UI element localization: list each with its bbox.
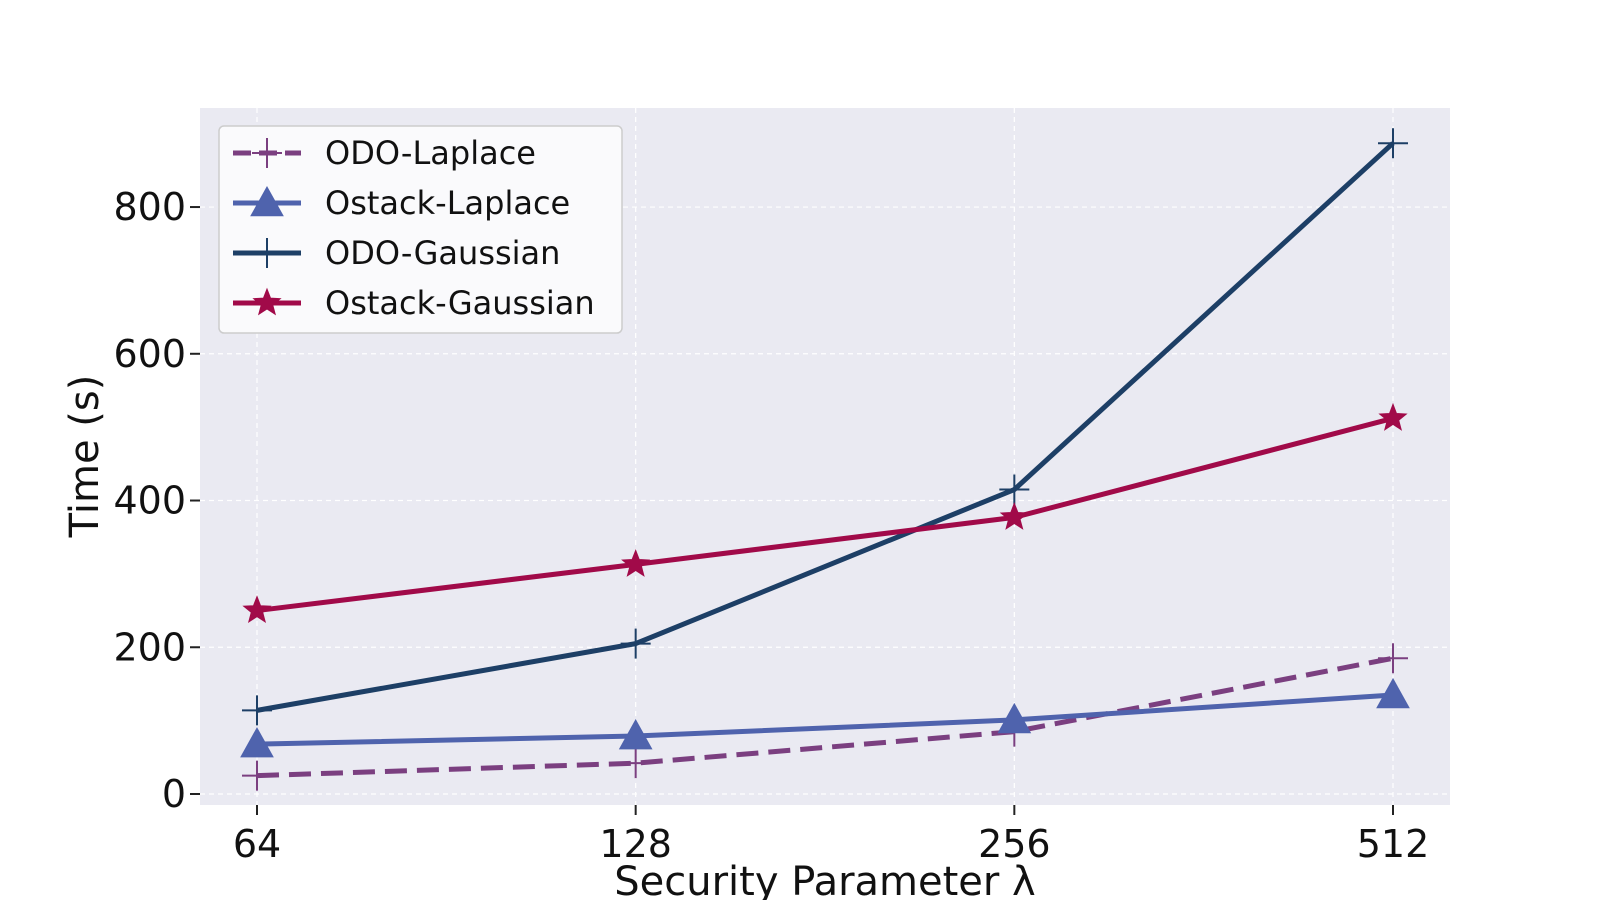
legend-label: ODO-Laplace: [325, 134, 536, 172]
data-point: [1378, 128, 1408, 159]
y-axis-label: Time (s): [62, 375, 108, 539]
legend: ODO-Laplace Ostack-Laplace ODO-Gaussian Ost…: [218, 125, 623, 334]
legend-entry: ODO-Gaussian: [233, 234, 560, 272]
legend-marker: [252, 238, 282, 268]
legend-entry: Ostack-Laplace: [233, 184, 570, 222]
series-odo-gaussian: [242, 128, 1408, 726]
legend-marker: [250, 185, 284, 217]
data-point: [999, 474, 1030, 505]
y-axis-ticks: 0 200 400 600 800: [113, 185, 200, 816]
data-point: [1378, 643, 1408, 674]
y-tick-label: 400: [113, 479, 186, 523]
series-line: [256, 141, 1395, 713]
series-ostack-gaussian: [242, 402, 1408, 624]
x-tick-label: 512: [1357, 822, 1430, 866]
data-point: [621, 549, 651, 577]
x-tick-label: 256: [978, 822, 1051, 866]
series-ostack-laplace: [240, 677, 1410, 758]
legend-marker: [252, 138, 282, 168]
series-layer: [240, 128, 1410, 791]
series-line: [256, 415, 1394, 614]
data-point: [999, 502, 1029, 530]
x-tick-label: 64: [233, 822, 281, 866]
legend-label: Ostack-Laplace: [325, 184, 570, 222]
data-point: [618, 719, 653, 750]
data-point: [240, 727, 274, 758]
legend-entry: Ostack-Gaussian: [233, 284, 595, 322]
legend-label: Ostack-Gaussian: [325, 284, 595, 322]
legend-marker: [252, 287, 282, 316]
x-tick-label: 128: [599, 822, 672, 866]
data-point: [242, 595, 272, 624]
x-axis-label: Security Parameter λ: [614, 859, 1035, 900]
data-point: [620, 628, 651, 659]
legend-entry: ODO-Laplace: [233, 134, 536, 172]
legend-box: [218, 125, 623, 334]
y-tick-label: 0: [162, 772, 186, 816]
y-tick-label: 800: [113, 185, 186, 229]
data-point: [1378, 402, 1408, 431]
y-tick-label: 600: [113, 332, 186, 376]
data-point: [242, 695, 272, 726]
series-odo-laplace: [242, 643, 1408, 791]
legend-label: ODO-Gaussian: [325, 234, 560, 272]
data-point: [1376, 677, 1410, 709]
y-tick-label: 200: [113, 625, 186, 669]
data-point: [242, 760, 272, 791]
data-point: [997, 702, 1032, 734]
series-line: [256, 692, 1394, 747]
data-point: [620, 748, 651, 779]
x-axis-ticks: 64 128 256 512: [233, 805, 1429, 866]
